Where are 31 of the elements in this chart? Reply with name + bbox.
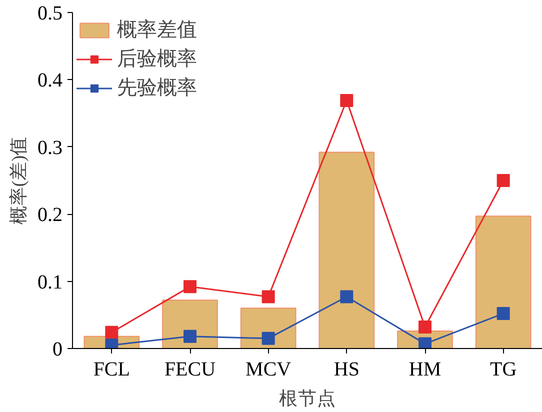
point [496, 174, 510, 187]
x-tick-label: FCL [93, 358, 130, 380]
x-tick-label: HM [408, 358, 442, 380]
point [262, 332, 275, 345]
bar [162, 300, 218, 348]
point [496, 307, 510, 320]
legend-label: 先验概率 [117, 76, 197, 101]
point [418, 320, 432, 334]
x-tick-label: FECU [164, 358, 216, 380]
point [340, 290, 354, 304]
legend-label: 后验概率 [117, 47, 197, 72]
y-tick-label: 0 [52, 338, 62, 360]
point [105, 326, 118, 339]
bar [475, 216, 532, 348]
bar [318, 152, 375, 348]
point [184, 280, 196, 294]
legend-label: 概率差值 [117, 18, 197, 43]
y-tick-label: 0.5 [38, 2, 62, 24]
y-tick-label: 0.1 [38, 271, 62, 294]
y-tick-label: 0.4 [38, 70, 62, 92]
x-tick-label: HS [334, 358, 360, 380]
y-axis-title: 概率(差)值 [8, 136, 30, 225]
y-tick-label: 0.2 [38, 204, 62, 226]
point [184, 330, 196, 343]
x-axis-title: 根节点 [279, 388, 336, 410]
x-tick-label: TG [490, 358, 517, 380]
point [418, 337, 432, 348]
x-tick-label: MCV [246, 358, 292, 380]
point [262, 290, 275, 304]
y-tick-label: 0.3 [38, 136, 62, 159]
point [340, 94, 354, 108]
